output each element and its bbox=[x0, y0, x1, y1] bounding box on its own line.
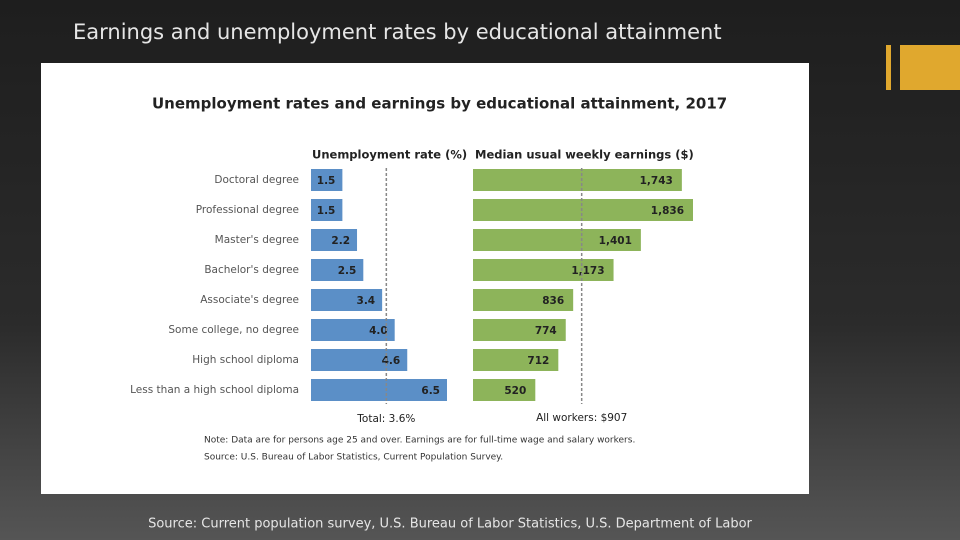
bar bbox=[473, 229, 641, 251]
bar bbox=[311, 379, 447, 401]
value-label: 836 bbox=[542, 295, 564, 307]
bar bbox=[473, 289, 574, 311]
bar bbox=[311, 169, 343, 191]
bar bbox=[473, 199, 693, 221]
value-label: 1,743 bbox=[640, 175, 673, 187]
value-label: 1.5 bbox=[317, 205, 336, 217]
chart-title: Unemployment rates and earnings by educa… bbox=[152, 95, 727, 113]
bar bbox=[473, 319, 566, 341]
bar bbox=[311, 199, 343, 221]
value-label: 712 bbox=[527, 355, 549, 367]
value-label: 1.5 bbox=[317, 175, 336, 187]
value-label: 1,836 bbox=[651, 205, 684, 217]
accent bbox=[900, 45, 960, 90]
slide-source: Source: Current population survey, U.S. … bbox=[148, 517, 752, 532]
accent bbox=[886, 45, 891, 90]
chart-panel bbox=[41, 63, 809, 494]
value-label: 4.6 bbox=[382, 355, 401, 367]
reference-label: Total: 3.6% bbox=[356, 413, 415, 425]
category-label: High school diploma bbox=[192, 354, 299, 366]
bar bbox=[473, 169, 682, 191]
bar bbox=[311, 259, 364, 281]
value-label: 1,401 bbox=[599, 235, 632, 247]
bar bbox=[473, 379, 536, 401]
value-label: 6.5 bbox=[421, 385, 440, 397]
value-label: 774 bbox=[535, 325, 557, 337]
bar bbox=[473, 349, 559, 371]
value-label: 520 bbox=[504, 385, 526, 397]
value-label: 2.2 bbox=[331, 235, 350, 247]
category-label: Associate's degree bbox=[200, 294, 299, 306]
bar bbox=[311, 349, 408, 371]
category-label: Doctoral degree bbox=[214, 174, 299, 186]
bar bbox=[311, 289, 383, 311]
category-label: Professional degree bbox=[196, 204, 299, 216]
category-label: Less than a high school diploma bbox=[130, 384, 299, 396]
value-label: 1,173 bbox=[571, 265, 604, 277]
note: Source: U.S. Bureau of Labor Statistics,… bbox=[204, 453, 503, 463]
slide-title: Earnings and unemployment rates by educa… bbox=[73, 20, 722, 44]
bar bbox=[473, 259, 614, 281]
category-label: Some college, no degree bbox=[168, 324, 299, 336]
value-label: 4.0 bbox=[369, 325, 388, 337]
bar bbox=[311, 229, 358, 251]
bar bbox=[311, 319, 395, 341]
category-label: Bachelor's degree bbox=[204, 264, 299, 276]
category-label: Master's degree bbox=[215, 234, 299, 246]
value-label: 2.5 bbox=[338, 265, 357, 277]
note: Note: Data are for persons age 25 and ov… bbox=[204, 436, 635, 446]
reference-label: All workers: $907 bbox=[536, 412, 627, 424]
series-header: Median usual weekly earnings ($) bbox=[475, 148, 694, 162]
series-header: Unemployment rate (%) bbox=[312, 148, 467, 162]
value-label: 3.4 bbox=[357, 295, 376, 307]
